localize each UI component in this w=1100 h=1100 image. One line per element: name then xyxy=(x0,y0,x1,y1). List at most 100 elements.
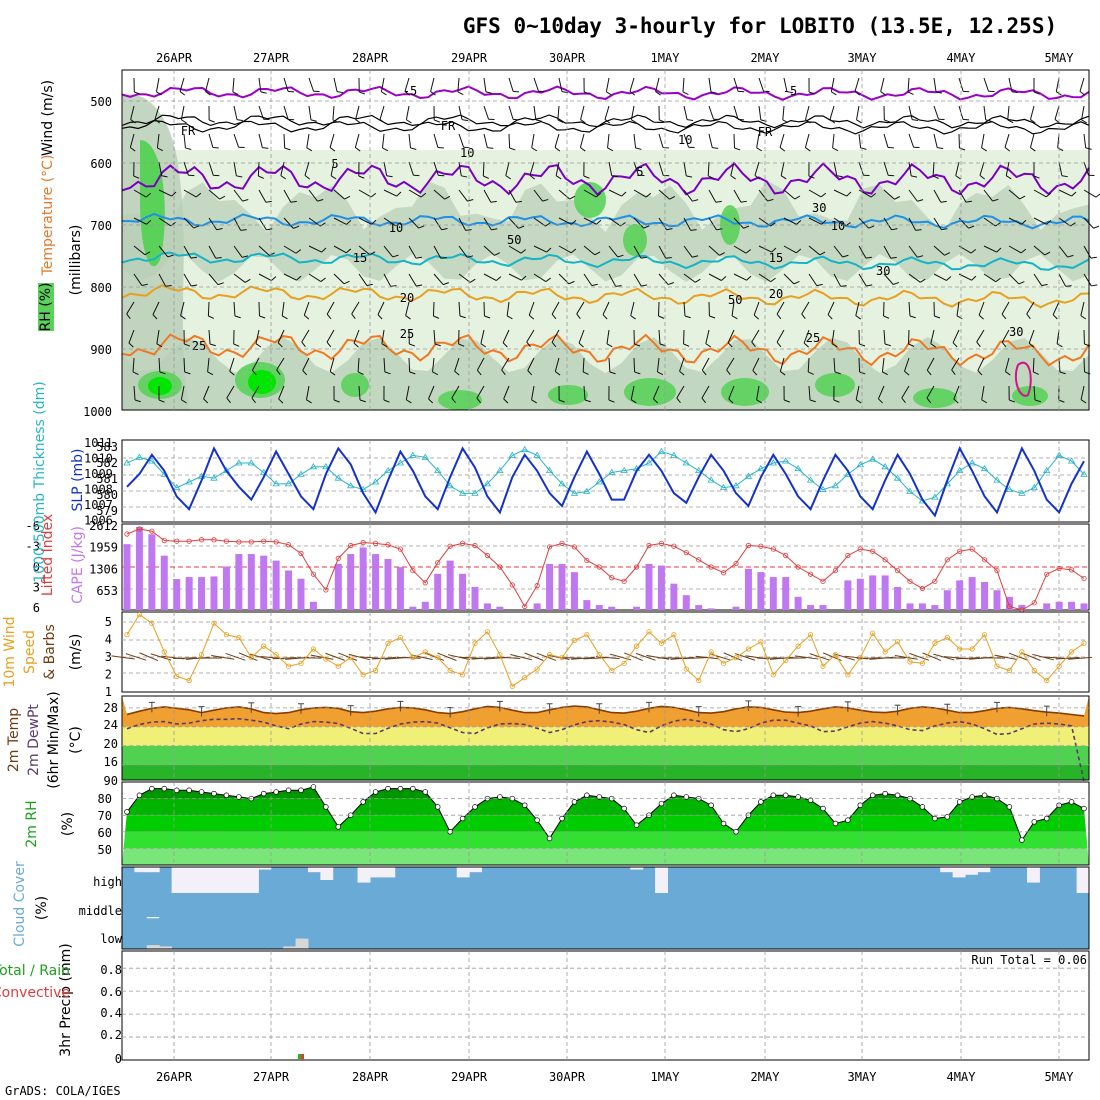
wind-barb xyxy=(506,301,510,316)
wind-barb xyxy=(955,161,960,176)
wind-barb-flag xyxy=(208,119,215,123)
top-date-label: 1MAY xyxy=(651,51,681,65)
wind-barb-flag xyxy=(1034,399,1041,403)
wind-barb xyxy=(205,77,210,92)
wind-barb-flag xyxy=(635,147,642,150)
wind-barb xyxy=(726,357,735,371)
wind-barb xyxy=(408,245,417,259)
cape-bar xyxy=(459,573,467,610)
wind-barb xyxy=(1026,301,1035,315)
wind-speed-point xyxy=(248,654,254,661)
contour-temp-15 xyxy=(121,251,1090,271)
lifted-index-point xyxy=(845,552,851,559)
wind-barb-flag xyxy=(701,369,707,376)
thickness-point xyxy=(881,463,889,470)
rh-point xyxy=(472,804,478,810)
wind-barb-flag xyxy=(595,192,602,198)
lifted-index-point xyxy=(348,542,354,549)
wind-barb-flag xyxy=(1070,222,1076,227)
thickness-point xyxy=(856,461,864,468)
wind-barb xyxy=(278,385,285,400)
wind10m-panel: 5 4 3 2 1 xyxy=(105,611,1092,699)
wind-barb-flag xyxy=(662,146,669,149)
wind-speed-point xyxy=(534,666,540,672)
wind-speed-point xyxy=(136,611,143,618)
wind-barb xyxy=(458,133,465,148)
wind-barb-flag xyxy=(535,119,542,122)
wind-barb xyxy=(683,217,692,231)
wind-barb xyxy=(433,161,439,176)
lifted-index-point xyxy=(795,564,801,570)
wind-barb-flag xyxy=(265,200,272,203)
top-date-label: 5MAY xyxy=(1045,51,1075,65)
cape-bar xyxy=(869,575,877,610)
wind-barb-flag xyxy=(684,315,691,319)
panel-frame xyxy=(121,781,1090,866)
wind-barb-flag xyxy=(521,275,527,281)
lifted-tick: -6 xyxy=(26,519,40,533)
wind-barb-flag xyxy=(390,285,397,287)
cape-bar xyxy=(682,595,690,610)
rh-point xyxy=(671,792,677,799)
wind-barb-flag xyxy=(406,119,412,124)
wind-barb-flag xyxy=(1026,313,1031,320)
rh-contour-label: 30 xyxy=(1009,325,1023,339)
wind-barb-flag xyxy=(1091,284,1098,287)
lifted-index-point xyxy=(397,546,404,552)
y-tick-label: 800 xyxy=(90,281,112,295)
wind-speed-point xyxy=(832,652,839,658)
wind-barb xyxy=(257,161,260,177)
rh-contour-label: 30 xyxy=(876,264,890,278)
wind-barb xyxy=(701,385,710,399)
wind-barb xyxy=(658,273,669,285)
rh-saturated-blob xyxy=(148,377,172,395)
wind-barb xyxy=(258,245,270,256)
wind-barb xyxy=(731,301,735,316)
slp-tick: 1006 xyxy=(84,514,113,528)
wind-barb-flag xyxy=(935,91,943,94)
dewpoint-line xyxy=(126,717,1085,782)
wind-barb-flag xyxy=(602,314,608,320)
wind-barb-flag xyxy=(1030,119,1036,124)
wind-barb-flag xyxy=(1067,254,1074,258)
wind-barb xyxy=(583,385,586,400)
wind-barb xyxy=(233,273,246,283)
thickness-point xyxy=(956,466,964,473)
wind-barb-flag xyxy=(551,341,557,348)
wind-barb xyxy=(633,217,645,229)
wind-barb-flag xyxy=(953,398,959,404)
wind-barb-flag xyxy=(370,192,377,198)
lifted-index-point xyxy=(298,550,304,556)
lifted-index-axis-label: Lifted Index xyxy=(40,514,56,596)
wind-barb xyxy=(582,357,585,373)
thickness-point xyxy=(123,459,131,466)
wind-barb xyxy=(633,189,647,198)
wind-barb-flag xyxy=(630,315,636,320)
wind-speed-point xyxy=(372,667,379,674)
wind-barb xyxy=(381,329,385,344)
wind-barb xyxy=(255,329,260,344)
wind-speed-point xyxy=(919,660,926,666)
wind-barb-flag xyxy=(240,229,247,231)
wind-barb-flag xyxy=(141,283,148,287)
wind-barb-flag xyxy=(134,91,141,95)
lifted-index-point xyxy=(745,542,752,549)
wind-barb xyxy=(458,301,461,317)
wind-barb-flag xyxy=(932,175,939,179)
wind-barb-flag xyxy=(432,371,439,376)
cape-bar xyxy=(446,560,454,610)
t2m-axis-label-2: 2m DewPt xyxy=(26,704,42,776)
lifted-index-point xyxy=(385,542,391,548)
wind-barb xyxy=(908,217,917,231)
thickness-point xyxy=(458,489,467,496)
wind-barb-flag xyxy=(351,313,356,320)
thickness-point xyxy=(1067,457,1076,464)
wind-barb-flag xyxy=(776,313,782,320)
wind-barb xyxy=(652,385,660,400)
wind-barb-flag xyxy=(416,284,423,287)
wind-barb xyxy=(956,301,960,316)
wind-barb xyxy=(408,161,414,176)
wind-barb xyxy=(302,357,310,371)
cape-bar xyxy=(434,573,442,610)
